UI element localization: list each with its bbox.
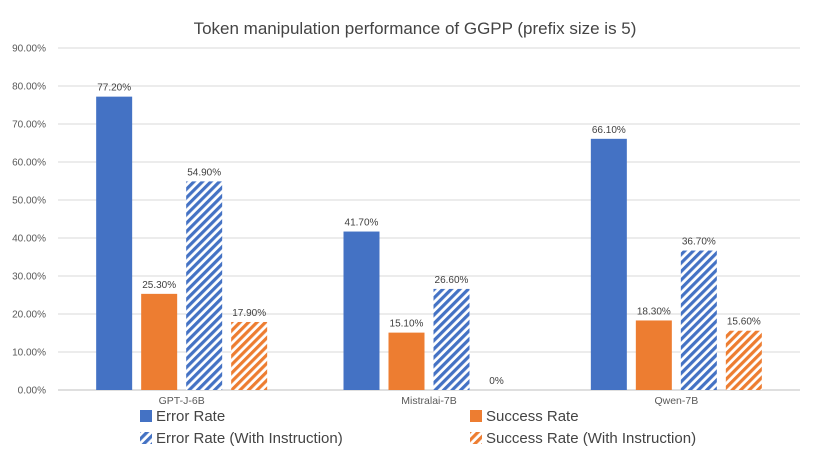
data-label: 41.70%	[345, 218, 379, 229]
x-category-label: GPT-J-6B	[159, 395, 205, 407]
data-label: 77.20%	[97, 83, 131, 94]
y-tick-label: 90.00%	[12, 44, 46, 55]
data-label: 15.10%	[390, 319, 424, 330]
grid	[58, 47, 800, 391]
data-label: 66.10%	[592, 125, 626, 136]
data-label: 36.70%	[682, 237, 716, 248]
y-tick-label: 0.00%	[18, 386, 46, 397]
data-label: 0%	[489, 376, 504, 387]
bar-success-rate-gpt-j-6b	[141, 293, 178, 390]
bars: 77.20% 25.30% 54.90% 17.90% 41.70% 15.10% 26.6…	[96, 83, 762, 390]
bar-success-rate-mistralai-7b	[388, 332, 425, 390]
bar-error-rate-gpt-j-6b	[96, 96, 133, 390]
y-tick-label: 20.00%	[12, 310, 46, 321]
bar-error-rate-mistralai-7b	[343, 231, 380, 390]
x-category-label: Mistralai-7B	[401, 395, 456, 407]
bar-error-rate-with-instruction-mistralai-7b	[433, 288, 470, 390]
legend-label: Success Rate (With Instruction)	[486, 430, 696, 447]
bar-error-rate-qwen-7b	[590, 138, 627, 390]
data-label: 17.90%	[232, 308, 266, 319]
bar-success-rate-qwen-7b	[635, 320, 672, 390]
y-tick-label: 30.00%	[12, 272, 46, 283]
bar-error-rate-with-instruction-gpt-j-6b	[186, 181, 223, 390]
y-axis: 0.00% 10.00% 20.00% 30.00% 40.00% 50.00% 60.00…	[12, 44, 46, 397]
legend-label: Error Rate (With Instruction)	[156, 430, 343, 447]
y-tick-label: 50.00%	[12, 196, 46, 207]
y-tick-label: 60.00%	[12, 158, 46, 169]
legend-swatch	[470, 432, 482, 444]
data-label: 15.60%	[727, 317, 761, 328]
y-tick-label: 70.00%	[12, 120, 46, 131]
bar-error-rate-with-instruction-qwen-7b	[680, 250, 717, 390]
y-tick-label: 10.00%	[12, 348, 46, 359]
data-label: 54.90%	[187, 167, 221, 178]
legend-label: Success Rate	[486, 408, 579, 425]
bar-success-rate-with-instruction-gpt-j-6b	[231, 321, 268, 390]
x-category-label: Qwen-7B	[654, 395, 698, 407]
y-tick-label: 80.00%	[12, 82, 46, 93]
x-axis: GPT-J-6B Mistralai-7B Qwen-7B	[159, 395, 699, 407]
data-label: 25.30%	[142, 280, 176, 291]
bar-success-rate-with-instruction-qwen-7b	[725, 330, 762, 390]
legend: Error Rate Success Rate Error Rate (With I…	[140, 408, 696, 447]
legend-label: Error Rate	[156, 408, 225, 425]
y-tick-label: 40.00%	[12, 234, 46, 245]
legend-swatch	[470, 410, 482, 422]
data-label: 18.30%	[637, 306, 671, 317]
data-label: 26.60%	[435, 275, 469, 286]
legend-swatch	[140, 432, 152, 444]
legend-swatch	[140, 410, 152, 422]
chart-title: Token manipulation performance of GGPP (…	[194, 19, 637, 38]
